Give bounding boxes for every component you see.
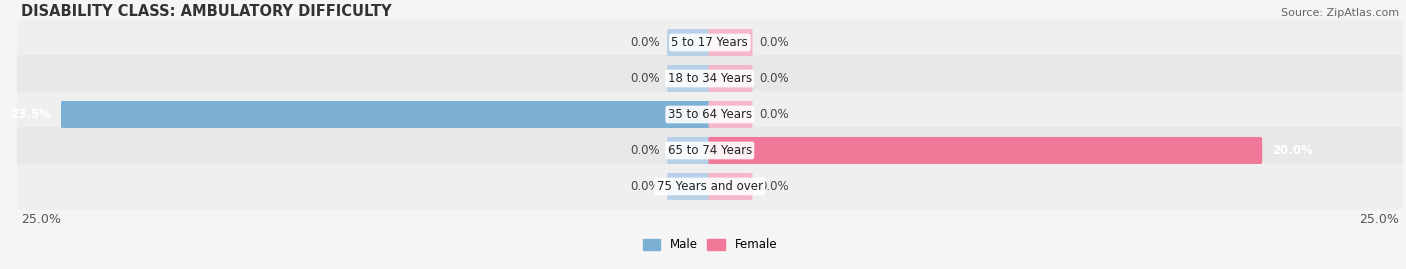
FancyBboxPatch shape bbox=[17, 127, 1403, 174]
Legend: Male, Female: Male, Female bbox=[638, 234, 782, 256]
FancyBboxPatch shape bbox=[666, 137, 711, 164]
FancyBboxPatch shape bbox=[17, 163, 1403, 210]
Text: DISABILITY CLASS: AMBULATORY DIFFICULTY: DISABILITY CLASS: AMBULATORY DIFFICULTY bbox=[21, 4, 392, 19]
Text: 75 Years and over: 75 Years and over bbox=[657, 180, 763, 193]
FancyBboxPatch shape bbox=[17, 19, 1403, 66]
Text: 25.0%: 25.0% bbox=[1358, 214, 1399, 226]
Text: 20.0%: 20.0% bbox=[1272, 144, 1313, 157]
Text: 23.5%: 23.5% bbox=[10, 108, 52, 121]
Text: 65 to 74 Years: 65 to 74 Years bbox=[668, 144, 752, 157]
FancyBboxPatch shape bbox=[709, 173, 752, 200]
Text: 5 to 17 Years: 5 to 17 Years bbox=[672, 36, 748, 49]
FancyBboxPatch shape bbox=[666, 29, 711, 56]
FancyBboxPatch shape bbox=[709, 137, 1263, 164]
Text: 0.0%: 0.0% bbox=[759, 36, 789, 49]
Text: 0.0%: 0.0% bbox=[631, 180, 661, 193]
FancyBboxPatch shape bbox=[17, 55, 1403, 102]
Text: 0.0%: 0.0% bbox=[759, 72, 789, 85]
Text: 0.0%: 0.0% bbox=[759, 180, 789, 193]
FancyBboxPatch shape bbox=[709, 101, 752, 128]
FancyBboxPatch shape bbox=[666, 65, 711, 92]
Text: 0.0%: 0.0% bbox=[631, 72, 661, 85]
Text: 35 to 64 Years: 35 to 64 Years bbox=[668, 108, 752, 121]
Text: 0.0%: 0.0% bbox=[631, 36, 661, 49]
Text: 0.0%: 0.0% bbox=[631, 144, 661, 157]
Text: 0.0%: 0.0% bbox=[759, 108, 789, 121]
FancyBboxPatch shape bbox=[709, 65, 752, 92]
FancyBboxPatch shape bbox=[17, 91, 1403, 138]
Text: 25.0%: 25.0% bbox=[21, 214, 60, 226]
Text: 18 to 34 Years: 18 to 34 Years bbox=[668, 72, 752, 85]
FancyBboxPatch shape bbox=[60, 101, 711, 128]
Text: Source: ZipAtlas.com: Source: ZipAtlas.com bbox=[1281, 8, 1399, 18]
FancyBboxPatch shape bbox=[709, 29, 752, 56]
FancyBboxPatch shape bbox=[666, 173, 711, 200]
